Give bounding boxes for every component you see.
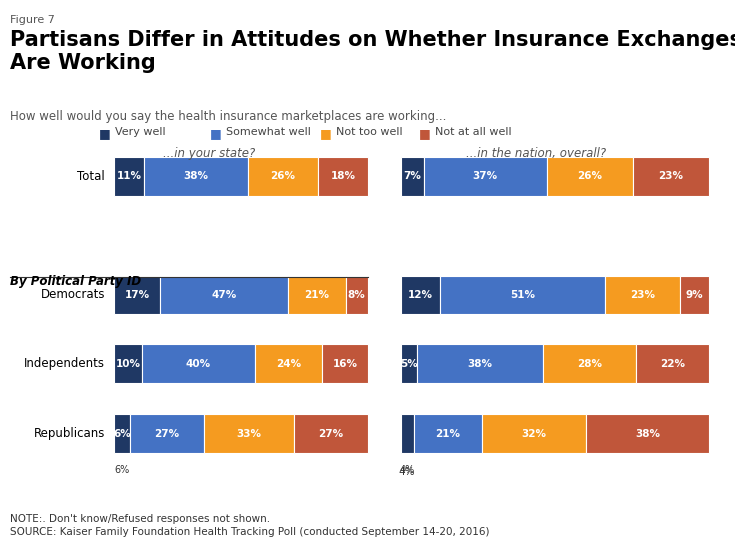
- Text: KAISER: KAISER: [648, 509, 705, 523]
- Text: ...in your state?: ...in your state?: [163, 147, 256, 160]
- Text: Figure 7: Figure 7: [10, 15, 55, 25]
- Text: Somewhat well: Somewhat well: [226, 127, 310, 137]
- Text: 47%: 47%: [212, 290, 237, 300]
- Text: ■: ■: [209, 127, 221, 140]
- Text: Democrats: Democrats: [40, 288, 105, 301]
- Text: Partisans Differ in Attitudes on Whether Insurance Exchanges
Are Working: Partisans Differ in Attitudes on Whether…: [10, 30, 735, 73]
- Text: THE HENRY J.: THE HENRY J.: [656, 500, 697, 505]
- Text: 5%: 5%: [400, 359, 417, 369]
- Text: 9%: 9%: [686, 290, 703, 300]
- Text: By Political Party ID: By Political Party ID: [10, 276, 141, 289]
- Text: ■: ■: [419, 127, 431, 140]
- Text: 6%: 6%: [113, 429, 131, 439]
- Text: Total: Total: [77, 170, 105, 183]
- Text: 21%: 21%: [435, 429, 460, 439]
- Text: 37%: 37%: [473, 171, 498, 181]
- Text: How well would you say the health insurance marketplaces are working...: How well would you say the health insura…: [10, 110, 447, 123]
- Text: Not at all well: Not at all well: [435, 127, 512, 137]
- Text: 11%: 11%: [116, 171, 141, 181]
- Text: 28%: 28%: [577, 359, 602, 369]
- Text: 26%: 26%: [577, 171, 602, 181]
- Text: ...in the nation, overall?: ...in the nation, overall?: [467, 147, 606, 160]
- Text: ■: ■: [99, 127, 111, 140]
- Text: 23%: 23%: [659, 171, 684, 181]
- Text: 7%: 7%: [404, 171, 421, 181]
- Text: FOUNDATION: FOUNDATION: [656, 539, 697, 544]
- Text: 17%: 17%: [124, 290, 150, 300]
- Text: FAMILY: FAMILY: [656, 525, 697, 535]
- Text: 12%: 12%: [408, 290, 433, 300]
- Text: 33%: 33%: [237, 429, 262, 439]
- Text: 38%: 38%: [467, 359, 492, 369]
- Text: 40%: 40%: [186, 359, 211, 369]
- Text: 32%: 32%: [521, 429, 546, 439]
- Text: 4%: 4%: [399, 467, 415, 477]
- Text: 8%: 8%: [348, 290, 365, 300]
- Text: 21%: 21%: [304, 290, 329, 300]
- Text: 10%: 10%: [115, 359, 140, 369]
- Text: Not too well: Not too well: [336, 127, 403, 137]
- Text: SOURCE: Kaiser Family Foundation Health Tracking Poll (conducted September 14-20: SOURCE: Kaiser Family Foundation Health …: [10, 527, 490, 537]
- Text: 6%: 6%: [115, 465, 130, 475]
- Text: 51%: 51%: [510, 290, 535, 300]
- Text: 23%: 23%: [630, 290, 655, 300]
- Text: 26%: 26%: [270, 171, 295, 181]
- Text: NOTE:. Don't know/Refused responses not shown.: NOTE:. Don't know/Refused responses not …: [10, 514, 270, 523]
- Text: 38%: 38%: [183, 171, 208, 181]
- Text: 22%: 22%: [660, 359, 685, 369]
- Text: 16%: 16%: [332, 359, 357, 369]
- Text: ■: ■: [320, 127, 331, 140]
- Text: 38%: 38%: [635, 429, 660, 439]
- Text: Republicans: Republicans: [34, 427, 105, 440]
- Text: 4%: 4%: [399, 465, 415, 475]
- Text: 27%: 27%: [318, 429, 343, 439]
- Text: Independents: Independents: [24, 357, 105, 370]
- Text: 24%: 24%: [276, 359, 301, 369]
- Text: 27%: 27%: [154, 429, 179, 439]
- Text: Very well: Very well: [115, 127, 166, 137]
- Text: 18%: 18%: [331, 171, 356, 181]
